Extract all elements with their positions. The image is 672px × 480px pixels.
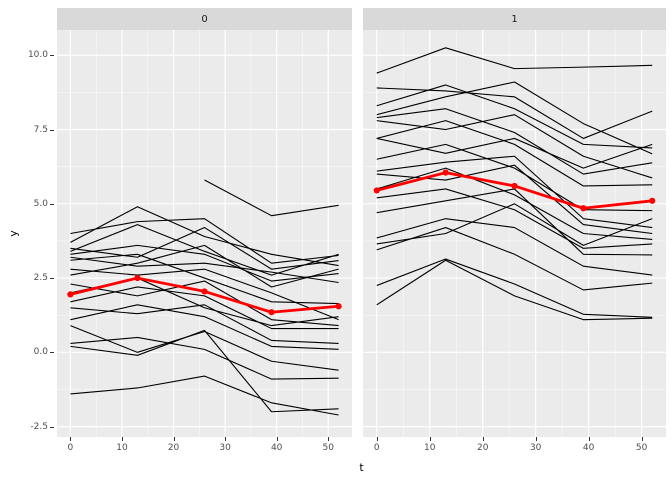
x-axis-title: t bbox=[359, 461, 364, 474]
y-axis: 10.0 7.5 5.0 2.5 0.0 -2.5 bbox=[0, 30, 57, 437]
subject-trajectory-line bbox=[376, 108, 653, 175]
subject-trajectory-line bbox=[376, 143, 653, 212]
x-axis-panel-1: 0 10 20 30 40 50 bbox=[363, 437, 666, 463]
y-tick-label: 2.5 bbox=[33, 273, 48, 284]
subject-trajectory-line bbox=[376, 258, 653, 318]
mean-point bbox=[67, 291, 74, 298]
subject-trajectory-line bbox=[70, 224, 339, 276]
y-tick-label: 7.5 bbox=[33, 124, 48, 135]
subject-trajectory-line bbox=[70, 227, 339, 270]
subject-trajectory-line bbox=[70, 256, 339, 284]
mean-point bbox=[373, 187, 380, 194]
x-tick-mark bbox=[225, 437, 227, 441]
facet-strip-1-label: 1 bbox=[511, 13, 518, 25]
mean-point bbox=[134, 274, 141, 282]
subject-trajectory-line bbox=[376, 218, 653, 276]
mean-point bbox=[511, 182, 518, 190]
x-tick-mark bbox=[535, 437, 537, 441]
x-tick-label: 20 bbox=[167, 443, 180, 453]
x-tick-mark bbox=[376, 437, 378, 441]
subject-trajectory-line bbox=[70, 304, 339, 344]
y-tick-mark bbox=[50, 203, 54, 205]
subject-trajectory-line bbox=[376, 120, 653, 187]
x-tick-label: 50 bbox=[322, 443, 334, 453]
plot-panel-1 bbox=[363, 30, 666, 437]
y-tick-mark bbox=[50, 55, 54, 57]
subject-trajectory-line bbox=[376, 84, 653, 149]
subject-trajectory-line bbox=[70, 244, 339, 288]
x-tick-mark bbox=[173, 437, 175, 441]
x-tick-label: 40 bbox=[270, 443, 283, 453]
x-axis-panel-0: 0 10 20 30 40 50 bbox=[57, 437, 352, 463]
y-tick-label: -2.5 bbox=[30, 421, 48, 432]
subject-trajectory-line bbox=[70, 268, 339, 321]
subject-trajectory-line bbox=[70, 336, 339, 380]
y-tick-mark bbox=[50, 278, 54, 280]
x-tick-mark bbox=[588, 437, 590, 441]
y-tick-mark bbox=[50, 352, 54, 354]
facet-strip-0: 0 bbox=[57, 8, 352, 30]
subject-trajectory-line bbox=[70, 253, 339, 305]
x-tick-label: 0 bbox=[373, 443, 380, 453]
plot-panel-0 bbox=[57, 30, 352, 437]
subject-trajectory-line bbox=[376, 164, 653, 235]
subject-trajectory-line bbox=[70, 206, 339, 267]
x-tick-mark bbox=[641, 437, 643, 441]
x-tick-label: 0 bbox=[67, 443, 74, 453]
y-axis-title: y bbox=[6, 230, 20, 237]
mean-point bbox=[335, 303, 342, 310]
y-tick-label: 5.0 bbox=[33, 198, 48, 209]
y-tick-label: 10.0 bbox=[27, 50, 48, 61]
panel-1-canvas bbox=[363, 30, 666, 437]
subject-trajectory-line bbox=[376, 227, 653, 291]
subject-trajectory-line bbox=[376, 259, 653, 321]
subject-trajectory-line bbox=[376, 87, 653, 139]
x-tick-label: 30 bbox=[529, 443, 542, 453]
facet-strip-0-label: 0 bbox=[201, 13, 208, 25]
x-tick-label: 20 bbox=[476, 443, 489, 453]
mean-point bbox=[649, 197, 656, 204]
facet-strip-1: 1 bbox=[363, 8, 666, 30]
subject-trajectory-line bbox=[70, 286, 339, 330]
subject-trajectory-line bbox=[204, 179, 339, 217]
subject-trajectory-line bbox=[70, 304, 339, 350]
y-tick-mark bbox=[50, 129, 54, 131]
x-tick-mark bbox=[121, 437, 123, 441]
subject-trajectory-line bbox=[376, 137, 653, 169]
x-tick-label: 50 bbox=[635, 443, 648, 453]
subject-trajectory-line bbox=[70, 329, 339, 413]
mean-point bbox=[268, 309, 275, 316]
mean-point bbox=[201, 288, 208, 295]
panel-0-canvas bbox=[57, 30, 352, 437]
subject-trajectory-line bbox=[376, 81, 653, 155]
x-tick-label: 30 bbox=[219, 443, 231, 453]
subject-trajectory-line bbox=[376, 203, 653, 246]
y-tick-label: 0.0 bbox=[33, 347, 48, 358]
subject-trajectory-line bbox=[70, 375, 339, 416]
x-tick-label: 10 bbox=[116, 443, 128, 453]
subject-trajectory-line bbox=[70, 325, 339, 371]
x-tick-label: 10 bbox=[424, 443, 436, 453]
mean-point bbox=[442, 169, 449, 176]
x-tick-label: 40 bbox=[582, 443, 595, 453]
mean-line bbox=[70, 276, 339, 314]
subject-trajectory-line bbox=[376, 188, 653, 249]
x-tick-mark bbox=[429, 437, 431, 441]
x-tick-mark bbox=[276, 437, 278, 441]
x-tick-mark bbox=[328, 437, 330, 441]
subject-trajectory-line bbox=[376, 155, 653, 229]
subject-trajectory-line bbox=[70, 218, 339, 264]
subject-trajectory-line bbox=[70, 244, 339, 282]
subject-trajectory-line bbox=[376, 47, 653, 74]
x-tick-mark bbox=[70, 437, 72, 441]
x-tick-mark bbox=[482, 437, 484, 441]
mean-point bbox=[580, 205, 587, 212]
y-tick-mark bbox=[50, 426, 54, 428]
subject-trajectory-line bbox=[376, 167, 653, 240]
